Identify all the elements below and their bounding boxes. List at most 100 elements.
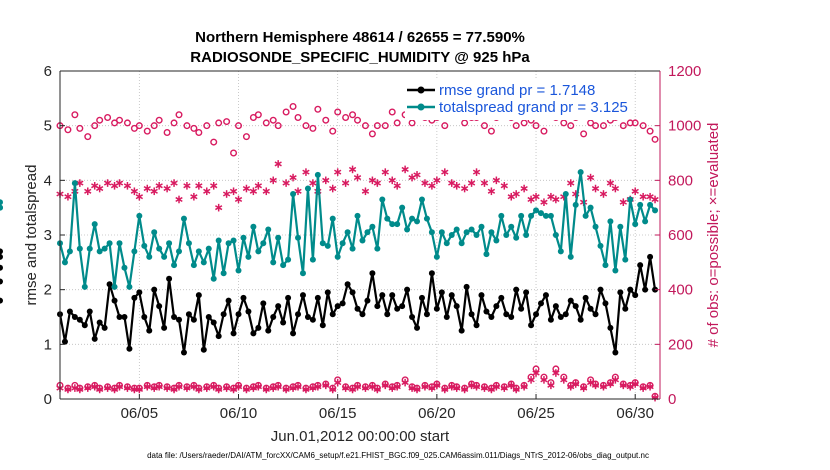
totalspread-point xyxy=(572,201,579,208)
asterisk-stroke xyxy=(76,386,84,392)
obs-possible-marker xyxy=(123,119,131,127)
obs-possible-marker xyxy=(262,119,270,127)
asterisk-stroke xyxy=(143,384,151,390)
totalspread-point xyxy=(66,248,73,255)
totalspread-point xyxy=(235,267,242,274)
totalspread-point xyxy=(299,270,306,277)
rmse-point xyxy=(478,292,485,299)
obs-evaluated-marker xyxy=(428,182,436,190)
obs-evaluated-low-marker xyxy=(203,384,211,392)
obs-possible-marker xyxy=(322,116,330,124)
obs-evaluated-marker xyxy=(103,179,112,187)
rmse-point xyxy=(637,262,644,269)
totalspread-point xyxy=(552,232,559,238)
rmse-point xyxy=(513,286,520,293)
obs-evaluated-low-marker xyxy=(353,382,362,391)
obs-possible-marker xyxy=(64,126,72,134)
obs-evaluated-marker xyxy=(500,182,508,190)
rmse-point xyxy=(607,324,614,331)
asterisk-stroke xyxy=(453,385,461,391)
asterisk-stroke xyxy=(512,386,520,392)
obs-possible-marker xyxy=(143,127,151,135)
asterisk-stroke xyxy=(170,386,178,392)
obs-evaluated-marker xyxy=(348,165,357,174)
obs-evaluated-low-marker xyxy=(249,384,258,392)
obs-evaluated-marker xyxy=(619,198,627,206)
asterisk-stroke xyxy=(547,382,555,388)
totalspread-point xyxy=(161,253,168,260)
asterisk-stroke xyxy=(480,385,489,391)
asterisk-stroke xyxy=(135,194,144,200)
asterisk-stroke xyxy=(393,183,401,189)
rmse-point xyxy=(423,311,430,318)
asterisk-stroke xyxy=(282,386,290,392)
asterisk-stroke xyxy=(254,183,263,189)
asterisk-stroke xyxy=(467,180,476,186)
totalspread-point xyxy=(364,229,371,236)
rmse-point xyxy=(106,281,113,288)
asterisk-stroke xyxy=(234,196,243,203)
rmse-point xyxy=(587,305,594,312)
y2-tick-label: 1000 xyxy=(668,118,701,135)
obs-possible-marker xyxy=(135,122,143,130)
asterisk-stroke xyxy=(322,177,330,183)
obs-evaluated-low-marker xyxy=(163,384,171,392)
obs-possible-marker xyxy=(334,108,342,116)
rmse-point xyxy=(483,308,490,315)
asterisk-stroke xyxy=(507,194,515,200)
obs-evaluated-low-marker xyxy=(532,369,540,377)
y-tick-label: 2 xyxy=(44,282,52,299)
obs-evaluated-low-marker xyxy=(441,385,449,394)
x-axis-label: Jun.01,2012 00:00:00 start xyxy=(271,428,450,445)
rmse-point xyxy=(215,333,222,340)
asterisk-stroke xyxy=(274,384,282,390)
totalspread-point xyxy=(156,245,163,252)
totalspread-point xyxy=(106,240,113,247)
totalspread-point xyxy=(463,229,470,236)
rmse-point xyxy=(404,286,411,293)
totalspread-point xyxy=(290,191,297,197)
obs-evaluated-marker xyxy=(96,184,104,193)
asterisk-stroke xyxy=(651,196,659,203)
legend-rmse-marker xyxy=(417,86,425,94)
obs-evaluated-low-marker xyxy=(282,385,290,394)
obs-evaluated-marker xyxy=(170,179,178,187)
obs-evaluated-marker xyxy=(215,203,223,212)
obs-evaluated-low-marker xyxy=(579,384,588,392)
obs-possible-marker xyxy=(461,119,469,127)
totalspread-point xyxy=(433,253,440,260)
asterisk-stroke xyxy=(619,199,627,205)
rmse-point xyxy=(602,300,609,307)
asterisk-stroke xyxy=(123,183,132,189)
obs-evaluated-low-marker xyxy=(492,382,501,391)
obs-evaluated-marker xyxy=(329,184,337,193)
totalspread-point xyxy=(295,234,302,241)
rmse-point xyxy=(200,346,207,353)
obs-possible-marker xyxy=(116,116,124,124)
rmse-point xyxy=(230,330,237,337)
asterisk-stroke xyxy=(646,384,654,390)
totalspread-point xyxy=(180,215,187,222)
obs-evaluated-low-marker xyxy=(393,382,401,391)
asterisk-stroke xyxy=(631,188,639,194)
y-tick-label: 5 xyxy=(44,118,52,135)
totalspread-point xyxy=(101,245,108,252)
obs-evaluated-marker xyxy=(203,187,211,196)
obs-evaluated-low-marker xyxy=(373,385,382,394)
obs-possible-marker xyxy=(592,122,600,130)
obs-evaluated-marker xyxy=(84,187,92,196)
asterisk-stroke xyxy=(254,384,263,390)
obs-evaluated-low-marker xyxy=(619,381,627,390)
rmse-point xyxy=(463,283,470,290)
obs-evaluated-low-marker xyxy=(520,382,528,391)
asterisk-stroke xyxy=(215,205,223,211)
obs-evaluated-low-marker xyxy=(599,382,608,391)
asterisk-stroke xyxy=(309,385,317,391)
totalspread-point xyxy=(597,242,604,249)
rmse-point xyxy=(255,324,262,331)
rmse-point xyxy=(364,297,371,304)
asterisk-stroke xyxy=(567,180,575,186)
rmse-point xyxy=(156,303,163,310)
chart-title: Northern Hemisphere 48614 / 62655 = 77.5… xyxy=(195,29,525,46)
obs-evaluated-marker xyxy=(175,195,183,204)
